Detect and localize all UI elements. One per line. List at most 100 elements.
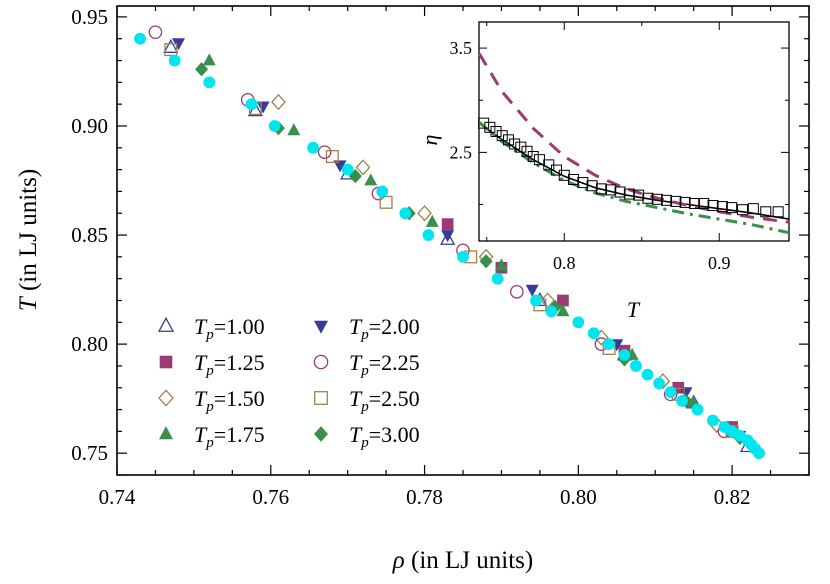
inset-y-tick-label: 2.5 — [450, 142, 473, 162]
data-point — [509, 284, 524, 299]
legend-label: Tp=2.50 — [349, 386, 420, 415]
inset-data-point — [515, 141, 527, 153]
inset-curve-solid — [478, 122, 790, 220]
data-point — [618, 349, 631, 361]
data-point — [203, 76, 216, 89]
inset-data-point — [726, 202, 738, 214]
data-point — [530, 294, 542, 307]
data-point — [557, 294, 569, 307]
data-point — [630, 360, 642, 372]
inset-data-point — [670, 195, 682, 207]
legend-label: Tp=1.00 — [194, 314, 265, 343]
inset-data-point — [698, 197, 710, 209]
inset-data-point — [661, 194, 673, 206]
inset-y-axis-title: η — [417, 135, 442, 146]
x-tick-label: 0.78 — [406, 485, 443, 509]
data-point — [664, 386, 677, 398]
data-point — [163, 38, 179, 53]
y-tick-label: 0.90 — [71, 114, 108, 138]
legend-marker — [157, 316, 175, 332]
data-point — [172, 38, 186, 51]
data-point — [425, 214, 439, 227]
data-point — [202, 53, 216, 66]
inset-data-point — [527, 151, 539, 163]
inset-data-point — [558, 169, 570, 181]
inset-x-tick-label: 0.8 — [553, 253, 576, 273]
inset-data-point — [484, 121, 496, 133]
data-point — [168, 54, 181, 67]
data-point — [325, 150, 339, 164]
main-axis-ticks: 0.74 0.76 0.78 0.80 0.82 0.75 0.80 0.85 0.90 0.95 — [71, 5, 810, 509]
inset-data-point — [509, 138, 521, 150]
data-point — [672, 381, 685, 394]
data-point — [256, 101, 270, 114]
data-point — [333, 160, 347, 173]
legend-label: Tp=1.25 — [194, 350, 265, 379]
legend-label: Tp=2.25 — [349, 350, 420, 379]
inset-curve-dashed — [477, 52, 790, 224]
inset-data-point — [623, 188, 635, 200]
legend-label: Tp=2.00 — [349, 314, 420, 343]
legend-marker — [314, 320, 328, 334]
legend-label: Tp=1.50 — [194, 386, 265, 415]
data-point — [399, 207, 412, 220]
data-point — [525, 284, 539, 297]
main-data-points — [134, 25, 765, 460]
data-point — [653, 377, 665, 390]
legend-marker — [159, 426, 173, 440]
data-point — [245, 98, 258, 111]
inset-data-point — [679, 196, 691, 208]
inset-x-tick-label: 0.9 — [708, 253, 731, 273]
data-point — [691, 403, 704, 416]
inset-data-point — [772, 206, 784, 218]
data-point — [287, 123, 301, 136]
legend-marker — [314, 426, 328, 442]
y-tick-label: 0.85 — [71, 223, 108, 247]
data-point — [457, 250, 469, 263]
data-point — [491, 272, 504, 285]
inset-data-point — [651, 193, 663, 205]
data-point — [195, 62, 209, 77]
inset-y-tick-label: 3.5 — [450, 38, 473, 58]
data-point — [317, 145, 332, 159]
data-point — [587, 327, 600, 340]
data-point — [307, 141, 319, 154]
inset-data-point — [633, 189, 645, 201]
legend-label: Tp=3.00 — [349, 422, 420, 451]
inset-data-point — [478, 117, 490, 129]
data-point — [364, 173, 378, 186]
data-point — [271, 93, 286, 111]
data-point — [545, 305, 558, 318]
data-point — [572, 316, 585, 329]
y-tick-label: 0.80 — [71, 332, 108, 356]
data-point — [441, 218, 454, 230]
x-tick-label: 0.76 — [252, 485, 289, 509]
x-axis-title: ρ (in LJ units) — [392, 547, 533, 574]
inset-data-point — [688, 197, 700, 209]
x-tick-label: 0.74 — [99, 485, 136, 509]
inset-data-point — [568, 173, 580, 185]
inset-axis-ticks: 0.8 0.9 3.5 2.5 — [450, 22, 789, 273]
inset-data-point — [707, 200, 719, 212]
inset-frame — [478, 21, 790, 242]
data-point — [422, 229, 435, 241]
inset-data-point — [502, 134, 514, 146]
data-point — [556, 304, 570, 317]
data-point — [268, 120, 281, 132]
data-point — [417, 205, 432, 222]
legend-marker — [314, 391, 328, 405]
inset-curves — [477, 52, 790, 235]
inset-data-point — [747, 203, 759, 215]
data-point — [440, 230, 456, 245]
data-point — [494, 258, 508, 271]
inset-data-point — [490, 126, 502, 137]
data-point — [164, 43, 178, 57]
legend: Tp=1.00 Tp=1.25 Tp=1.50 Tp=1.75 Tp=2.00 Tp=2.… — [157, 314, 420, 451]
y-axis-title: T (in LJ units) — [15, 169, 42, 311]
data-point — [676, 394, 689, 407]
data-point — [376, 185, 389, 198]
data-point — [679, 387, 693, 400]
data-point — [479, 254, 493, 269]
data-point — [441, 230, 455, 243]
data-point — [148, 25, 163, 40]
